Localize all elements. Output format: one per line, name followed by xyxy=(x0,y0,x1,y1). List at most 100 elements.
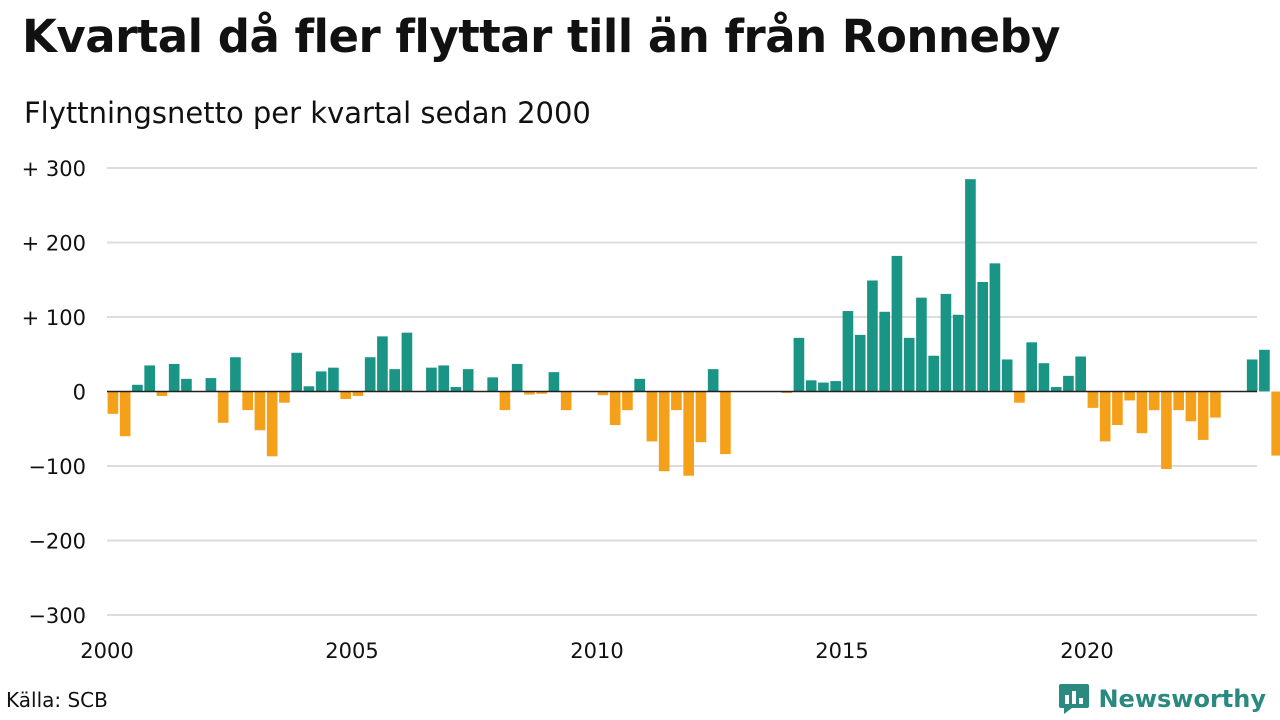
bar-2003-q1[interactable] xyxy=(254,391,266,431)
bar-2017-q1[interactable] xyxy=(940,293,952,392)
grid-lines xyxy=(107,167,1257,616)
source-note: Källa: SCB xyxy=(6,688,108,712)
bar-2018-q3[interactable] xyxy=(1014,391,1025,403)
bar-2002-q2[interactable] xyxy=(217,391,229,423)
bar-2019-q4[interactable] xyxy=(1075,356,1086,392)
bar-2006-q4[interactable] xyxy=(438,365,449,392)
bar-2022-q3[interactable] xyxy=(1210,391,1221,418)
bar-2011-q4[interactable] xyxy=(683,391,694,476)
bar-2016-q4[interactable] xyxy=(928,355,939,392)
bar-2020-q3[interactable] xyxy=(1112,391,1123,426)
bar-2018-q2[interactable] xyxy=(1001,359,1013,392)
bar-2011-q1[interactable] xyxy=(646,391,658,442)
bar-2005-q1[interactable] xyxy=(352,391,364,396)
bar-2000-q1[interactable] xyxy=(107,391,119,414)
bar-2022-q1[interactable] xyxy=(1185,391,1197,422)
x-tick-label: 2015 xyxy=(815,639,868,663)
x-tick-label: 2010 xyxy=(570,639,623,663)
bar-2001-q2[interactable] xyxy=(168,363,180,392)
bar-2016-q3[interactable] xyxy=(916,297,927,392)
bar-2021-q1[interactable] xyxy=(1136,391,1148,434)
bar-2004-q3[interactable] xyxy=(328,367,339,392)
bar-2007-q1[interactable] xyxy=(450,387,462,392)
bar-2001-q1[interactable] xyxy=(156,391,168,396)
bar-2003-q2[interactable] xyxy=(266,391,278,457)
bar-2012-q2[interactable] xyxy=(707,369,719,392)
bar-2020-q1[interactable] xyxy=(1087,391,1099,408)
bar-2007-q2[interactable] xyxy=(462,369,474,392)
bar-2011-q2[interactable] xyxy=(658,391,670,472)
bars xyxy=(107,179,1280,476)
bar-2010-q4[interactable] xyxy=(634,378,645,392)
bar-2000-q2[interactable] xyxy=(119,391,131,437)
bar-2000-q4[interactable] xyxy=(144,365,155,392)
bar-2001-q3[interactable] xyxy=(181,378,192,392)
bar-2018-q1[interactable] xyxy=(989,263,1001,392)
chart-subtitle: Flyttningsnetto per kvartal sedan 2000 xyxy=(24,96,591,130)
bar-2005-q3[interactable] xyxy=(377,336,388,392)
bar-2023-q2[interactable] xyxy=(1246,359,1258,392)
bar-2004-q2[interactable] xyxy=(315,371,327,392)
newsworthy-logo-icon xyxy=(1059,684,1090,714)
bar-2019-q2[interactable] xyxy=(1050,387,1062,392)
bar-2015-q3[interactable] xyxy=(867,280,878,392)
bar-2023-q4[interactable] xyxy=(1271,391,1280,456)
bar-2012-q3[interactable] xyxy=(720,391,731,455)
bar-2022-q2[interactable] xyxy=(1197,391,1209,440)
bar-2008-q4[interactable] xyxy=(536,391,547,394)
chart-title: Kvartal då fler flyttar till än från Ron… xyxy=(22,10,1061,63)
bar-2018-q4[interactable] xyxy=(1026,342,1037,392)
bar-2016-q1[interactable] xyxy=(891,255,903,392)
bar-2009-q2[interactable] xyxy=(560,391,572,411)
bar-2009-q1[interactable] xyxy=(548,372,560,392)
y-tick-label: −300 xyxy=(28,604,86,628)
bar-2006-q1[interactable] xyxy=(401,332,413,392)
bar-2014-q1[interactable] xyxy=(793,337,805,392)
bar-2003-q4[interactable] xyxy=(291,352,302,392)
bar-2008-q1[interactable] xyxy=(499,391,511,411)
bar-2023-q3[interactable] xyxy=(1259,349,1270,392)
y-tick-label: 0 xyxy=(73,381,86,405)
bar-2015-q2[interactable] xyxy=(854,334,866,392)
bar-2005-q4[interactable] xyxy=(389,369,400,392)
bar-2007-q4[interactable] xyxy=(487,377,498,392)
bar-2002-q4[interactable] xyxy=(242,391,253,411)
bar-2020-q4[interactable] xyxy=(1124,391,1135,401)
bar-2008-q2[interactable] xyxy=(511,363,523,392)
y-tick-label: + 200 xyxy=(22,232,86,256)
bar-2010-q3[interactable] xyxy=(622,391,633,411)
bar-2021-q2[interactable] xyxy=(1148,391,1160,411)
bar-2016-q2[interactable] xyxy=(903,337,915,392)
bar-2002-q1[interactable] xyxy=(205,378,217,392)
bar-2015-q1[interactable] xyxy=(842,311,854,392)
bar-2002-q3[interactable] xyxy=(230,357,241,392)
bar-2014-q2[interactable] xyxy=(805,380,817,392)
bar-2011-q3[interactable] xyxy=(671,391,682,411)
y-tick-label: + 300 xyxy=(22,157,86,181)
bar-2015-q4[interactable] xyxy=(879,311,890,392)
bar-2017-q4[interactable] xyxy=(977,281,988,392)
bar-2017-q3[interactable] xyxy=(965,179,976,392)
bar-2019-q3[interactable] xyxy=(1063,375,1074,392)
bar-2000-q3[interactable] xyxy=(132,384,143,392)
bar-2010-q2[interactable] xyxy=(609,391,621,426)
bar-2021-q4[interactable] xyxy=(1173,391,1184,411)
bar-2020-q2[interactable] xyxy=(1099,391,1111,442)
bar-2003-q3[interactable] xyxy=(279,391,290,403)
x-tick-label: 2020 xyxy=(1060,639,1113,663)
bar-2006-q3[interactable] xyxy=(426,367,437,392)
bar-2014-q3[interactable] xyxy=(818,382,829,392)
bar-2005-q2[interactable] xyxy=(364,357,376,392)
brand-logo[interactable]: Newsworthy xyxy=(1058,682,1266,716)
bar-2012-q1[interactable] xyxy=(695,391,707,443)
bar-2017-q2[interactable] xyxy=(952,314,964,392)
bar-2021-q3[interactable] xyxy=(1161,391,1172,469)
bar-2004-q4[interactable] xyxy=(340,391,351,399)
bar-2008-q3[interactable] xyxy=(524,391,535,395)
bar-2019-q1[interactable] xyxy=(1038,363,1050,392)
bar-2004-q1[interactable] xyxy=(303,386,315,392)
y-tick-label: −100 xyxy=(28,455,86,479)
bar-2010-q1[interactable] xyxy=(597,391,609,396)
bar-2014-q4[interactable] xyxy=(830,381,841,392)
